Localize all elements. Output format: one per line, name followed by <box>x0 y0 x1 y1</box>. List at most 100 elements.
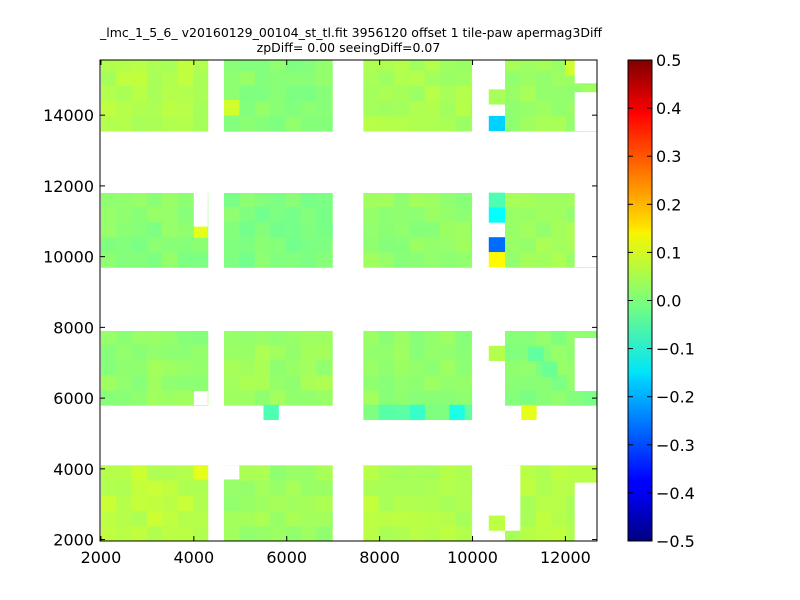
heatmap-cell <box>315 330 332 345</box>
heatmap-cell <box>254 236 271 253</box>
heatmap-cell <box>300 221 317 238</box>
blank-cell <box>505 465 521 531</box>
heatmap-cell <box>424 206 441 223</box>
heatmap-cell <box>520 192 537 207</box>
heatmap-cell <box>470 192 473 207</box>
heatmap-cell <box>551 192 567 207</box>
heatmap-cell <box>116 495 133 512</box>
heatmap-cell <box>285 525 302 541</box>
heatmap-cell <box>239 465 256 481</box>
heatmap-cell <box>551 510 567 527</box>
heatmap-cell <box>535 252 552 268</box>
heatmap-cell <box>363 70 380 86</box>
heatmap-cell <box>363 480 380 496</box>
heatmap-cell <box>146 192 163 207</box>
heatmap-cell <box>300 525 317 541</box>
heatmap-cell <box>331 70 333 86</box>
heatmap-cell <box>409 236 426 253</box>
heatmap-cell <box>440 252 456 268</box>
heatmap-cell <box>239 480 256 496</box>
heatmap-cell <box>192 115 209 132</box>
heatmap-cell <box>146 374 163 391</box>
heatmap-cell <box>239 236 256 253</box>
heatmap-cell <box>470 359 473 376</box>
heatmap-cell <box>285 236 302 253</box>
heatmap-cell <box>424 70 441 86</box>
heatmap-cell <box>270 85 286 102</box>
heatmap-cell <box>116 115 133 132</box>
heatmap-cell <box>100 236 117 253</box>
heatmap-cell <box>224 85 240 102</box>
heatmap-cell <box>505 60 521 71</box>
heatmap-cell <box>146 70 163 86</box>
heatmap-cell <box>239 344 256 361</box>
heatmap-cell <box>254 70 271 86</box>
heatmap-cell <box>440 100 456 117</box>
heatmap-cell <box>424 60 441 71</box>
heatmap-cell <box>470 221 473 238</box>
heatmap-cell <box>521 404 537 421</box>
heatmap-cell <box>162 192 179 207</box>
heatmap-cell <box>254 192 271 207</box>
heatmap-cell <box>224 495 240 512</box>
heatmap-cell <box>378 389 395 406</box>
heatmap-cell <box>315 206 332 223</box>
heatmap-cell <box>300 115 317 132</box>
heatmap-cell <box>224 480 240 496</box>
heatmap-cell <box>300 70 317 86</box>
heatmap-cell <box>162 100 179 117</box>
heatmap-cell <box>146 510 163 527</box>
heatmap-cell <box>331 330 333 345</box>
heatmap-cell <box>378 510 395 527</box>
heatmap-cell <box>239 206 256 223</box>
heatmap-cell <box>177 465 194 481</box>
colorbar-tick-label: −0.2 <box>656 388 695 407</box>
heatmap-cell <box>177 192 194 207</box>
heatmap-cell <box>254 330 271 345</box>
heatmap-cell <box>177 70 194 86</box>
heatmap-cell <box>131 525 148 541</box>
heatmap-cell <box>551 252 567 268</box>
heatmap-cell <box>535 85 552 102</box>
heatmap-cell <box>192 510 209 527</box>
heatmap-cell <box>551 70 567 86</box>
heatmap-cell <box>455 495 472 512</box>
heatmap-cell <box>363 100 380 117</box>
plot-frame <box>99 59 598 542</box>
heatmap-cell <box>409 495 426 512</box>
heatmap-cell <box>440 480 456 496</box>
heatmap-cell <box>162 495 179 512</box>
heatmap-cell <box>162 236 179 253</box>
heatmap-cell <box>551 465 567 481</box>
heatmap-cell <box>470 510 473 527</box>
heatmap-cell <box>363 192 380 207</box>
colorbar-tick-label: 0.2 <box>656 195 681 214</box>
heatmap-cell <box>363 525 380 541</box>
heatmap-cell <box>100 525 117 541</box>
heatmap-cell <box>331 221 333 238</box>
heatmap-cell <box>520 510 537 527</box>
heatmap-cell <box>254 480 271 496</box>
heatmap-cell <box>551 85 567 102</box>
heatmap-cell <box>315 359 332 376</box>
heatmap-cell <box>505 85 521 102</box>
heatmap-cell <box>254 85 271 102</box>
heatmap-cell <box>131 100 148 117</box>
heatmap-cell <box>455 389 472 406</box>
heatmap-cell <box>331 510 333 527</box>
heatmap-cell <box>300 465 317 481</box>
heatmap-cell <box>192 480 209 496</box>
heatmap-cell <box>131 206 148 223</box>
heatmap-cell <box>394 404 410 421</box>
heatmap-cell <box>162 359 179 376</box>
heatmap-cell <box>146 344 163 361</box>
heatmap-cell <box>455 206 472 223</box>
heatmap-cell <box>505 206 521 223</box>
heatmap-cell <box>409 221 426 238</box>
heatmap-cell <box>520 359 537 376</box>
heatmap-cell <box>488 207 506 223</box>
heatmap-cell <box>300 206 317 223</box>
heatmap-cell <box>131 359 148 376</box>
heatmap-cell <box>300 236 317 253</box>
